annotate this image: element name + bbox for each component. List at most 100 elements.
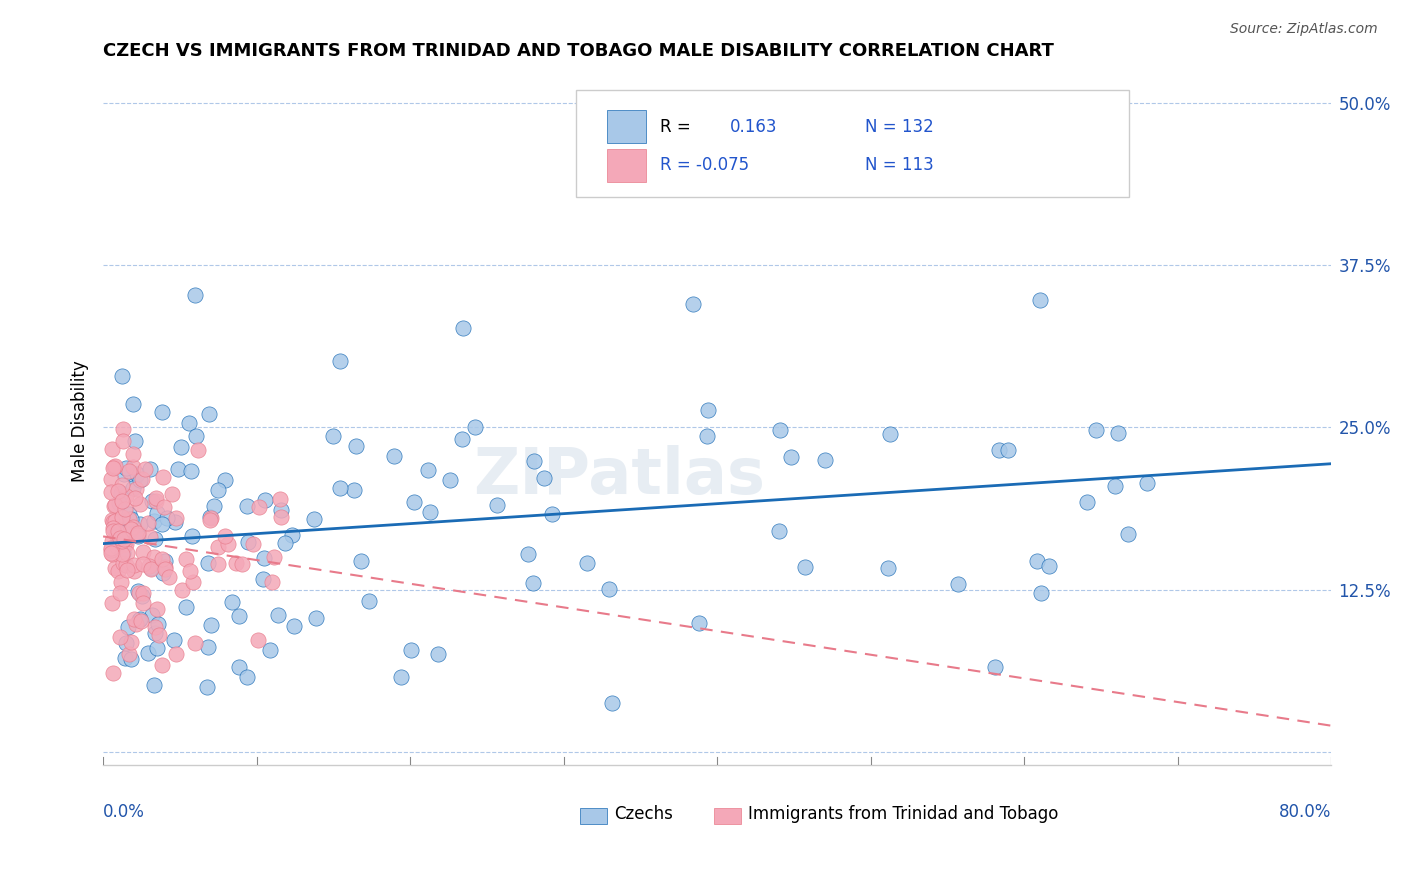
- Point: [195, 681, 218, 695]
- Point: [254, 493, 277, 508]
- Point: [200, 513, 222, 527]
- Point: [253, 551, 276, 566]
- Point: [163, 632, 186, 647]
- Point: [516, 547, 538, 561]
- Point: [214, 528, 236, 542]
- Point: [131, 590, 153, 604]
- Point: [129, 473, 152, 487]
- Text: 0.0%: 0.0%: [103, 803, 145, 821]
- Text: R = -0.075: R = -0.075: [659, 156, 748, 175]
- Point: [329, 354, 352, 368]
- Point: [118, 512, 141, 526]
- Point: [121, 459, 143, 474]
- Point: [1076, 495, 1098, 509]
- Point: [107, 484, 129, 499]
- Point: [146, 506, 169, 520]
- Point: [101, 524, 124, 539]
- Point: [236, 500, 259, 514]
- Point: [114, 501, 136, 516]
- Point: [112, 467, 135, 481]
- Point: [357, 593, 380, 607]
- Point: [988, 442, 1011, 457]
- Point: [231, 557, 253, 571]
- Point: [110, 477, 132, 491]
- Point: [1038, 559, 1060, 574]
- Point: [114, 558, 136, 573]
- Point: [181, 574, 204, 589]
- Point: [283, 619, 305, 633]
- Point: [110, 533, 132, 548]
- Point: [207, 541, 229, 555]
- Point: [112, 546, 135, 560]
- Point: [138, 462, 160, 476]
- Point: [267, 608, 290, 623]
- Point: [247, 633, 270, 648]
- Point: [157, 569, 180, 583]
- Point: [128, 613, 150, 627]
- Point: [139, 561, 162, 575]
- Point: [127, 525, 149, 540]
- Point: [143, 515, 166, 529]
- Point: [110, 485, 132, 500]
- Point: [404, 495, 426, 509]
- Point: [200, 617, 222, 632]
- Point: [1116, 526, 1139, 541]
- Point: [104, 524, 127, 538]
- Point: [101, 547, 124, 561]
- Text: Czechs: Czechs: [614, 805, 673, 823]
- Point: [150, 551, 173, 566]
- Point: [142, 549, 165, 564]
- Point: [207, 483, 229, 497]
- Point: [100, 541, 122, 556]
- Point: [485, 498, 508, 512]
- Point: [104, 498, 127, 512]
- Point: [769, 423, 792, 437]
- Point: [114, 524, 136, 539]
- Point: [101, 596, 124, 610]
- Point: [228, 660, 250, 674]
- Point: [143, 619, 166, 633]
- Point: [138, 530, 160, 544]
- Point: [252, 572, 274, 586]
- Point: [141, 608, 163, 623]
- Point: [127, 583, 149, 598]
- Point: [270, 510, 292, 524]
- Point: [179, 417, 201, 431]
- Point: [814, 453, 837, 467]
- Point: [124, 482, 146, 496]
- Point: [768, 524, 790, 538]
- Point: [427, 647, 450, 661]
- Point: [600, 696, 623, 710]
- Text: Source: ZipAtlas.com: Source: ZipAtlas.com: [1230, 22, 1378, 37]
- Point: [184, 287, 207, 301]
- Point: [101, 442, 124, 456]
- Point: [146, 602, 169, 616]
- Point: [350, 554, 373, 568]
- Point: [112, 537, 135, 551]
- Point: [148, 628, 170, 642]
- Point: [115, 537, 138, 551]
- Point: [780, 450, 803, 464]
- Point: [228, 609, 250, 624]
- Point: [127, 529, 149, 543]
- Point: [100, 533, 122, 548]
- Point: [150, 404, 173, 418]
- Text: 0.163: 0.163: [730, 118, 778, 136]
- Point: [187, 443, 209, 458]
- Point: [180, 529, 202, 543]
- Text: CZECH VS IMMIGRANTS FROM TRINIDAD AND TOBAGO MALE DISABILITY CORRELATION CHART: CZECH VS IMMIGRANTS FROM TRINIDAD AND TO…: [103, 42, 1054, 60]
- Point: [165, 511, 187, 525]
- Point: [180, 464, 202, 478]
- Bar: [714, 808, 741, 823]
- Point: [103, 499, 125, 513]
- Point: [170, 440, 193, 454]
- Point: [464, 420, 486, 434]
- Point: [270, 503, 292, 517]
- Point: [242, 537, 264, 551]
- Point: [322, 428, 344, 442]
- Point: [399, 643, 422, 657]
- Point: [107, 529, 129, 543]
- Point: [876, 561, 898, 575]
- Point: [145, 491, 167, 505]
- Point: [128, 586, 150, 600]
